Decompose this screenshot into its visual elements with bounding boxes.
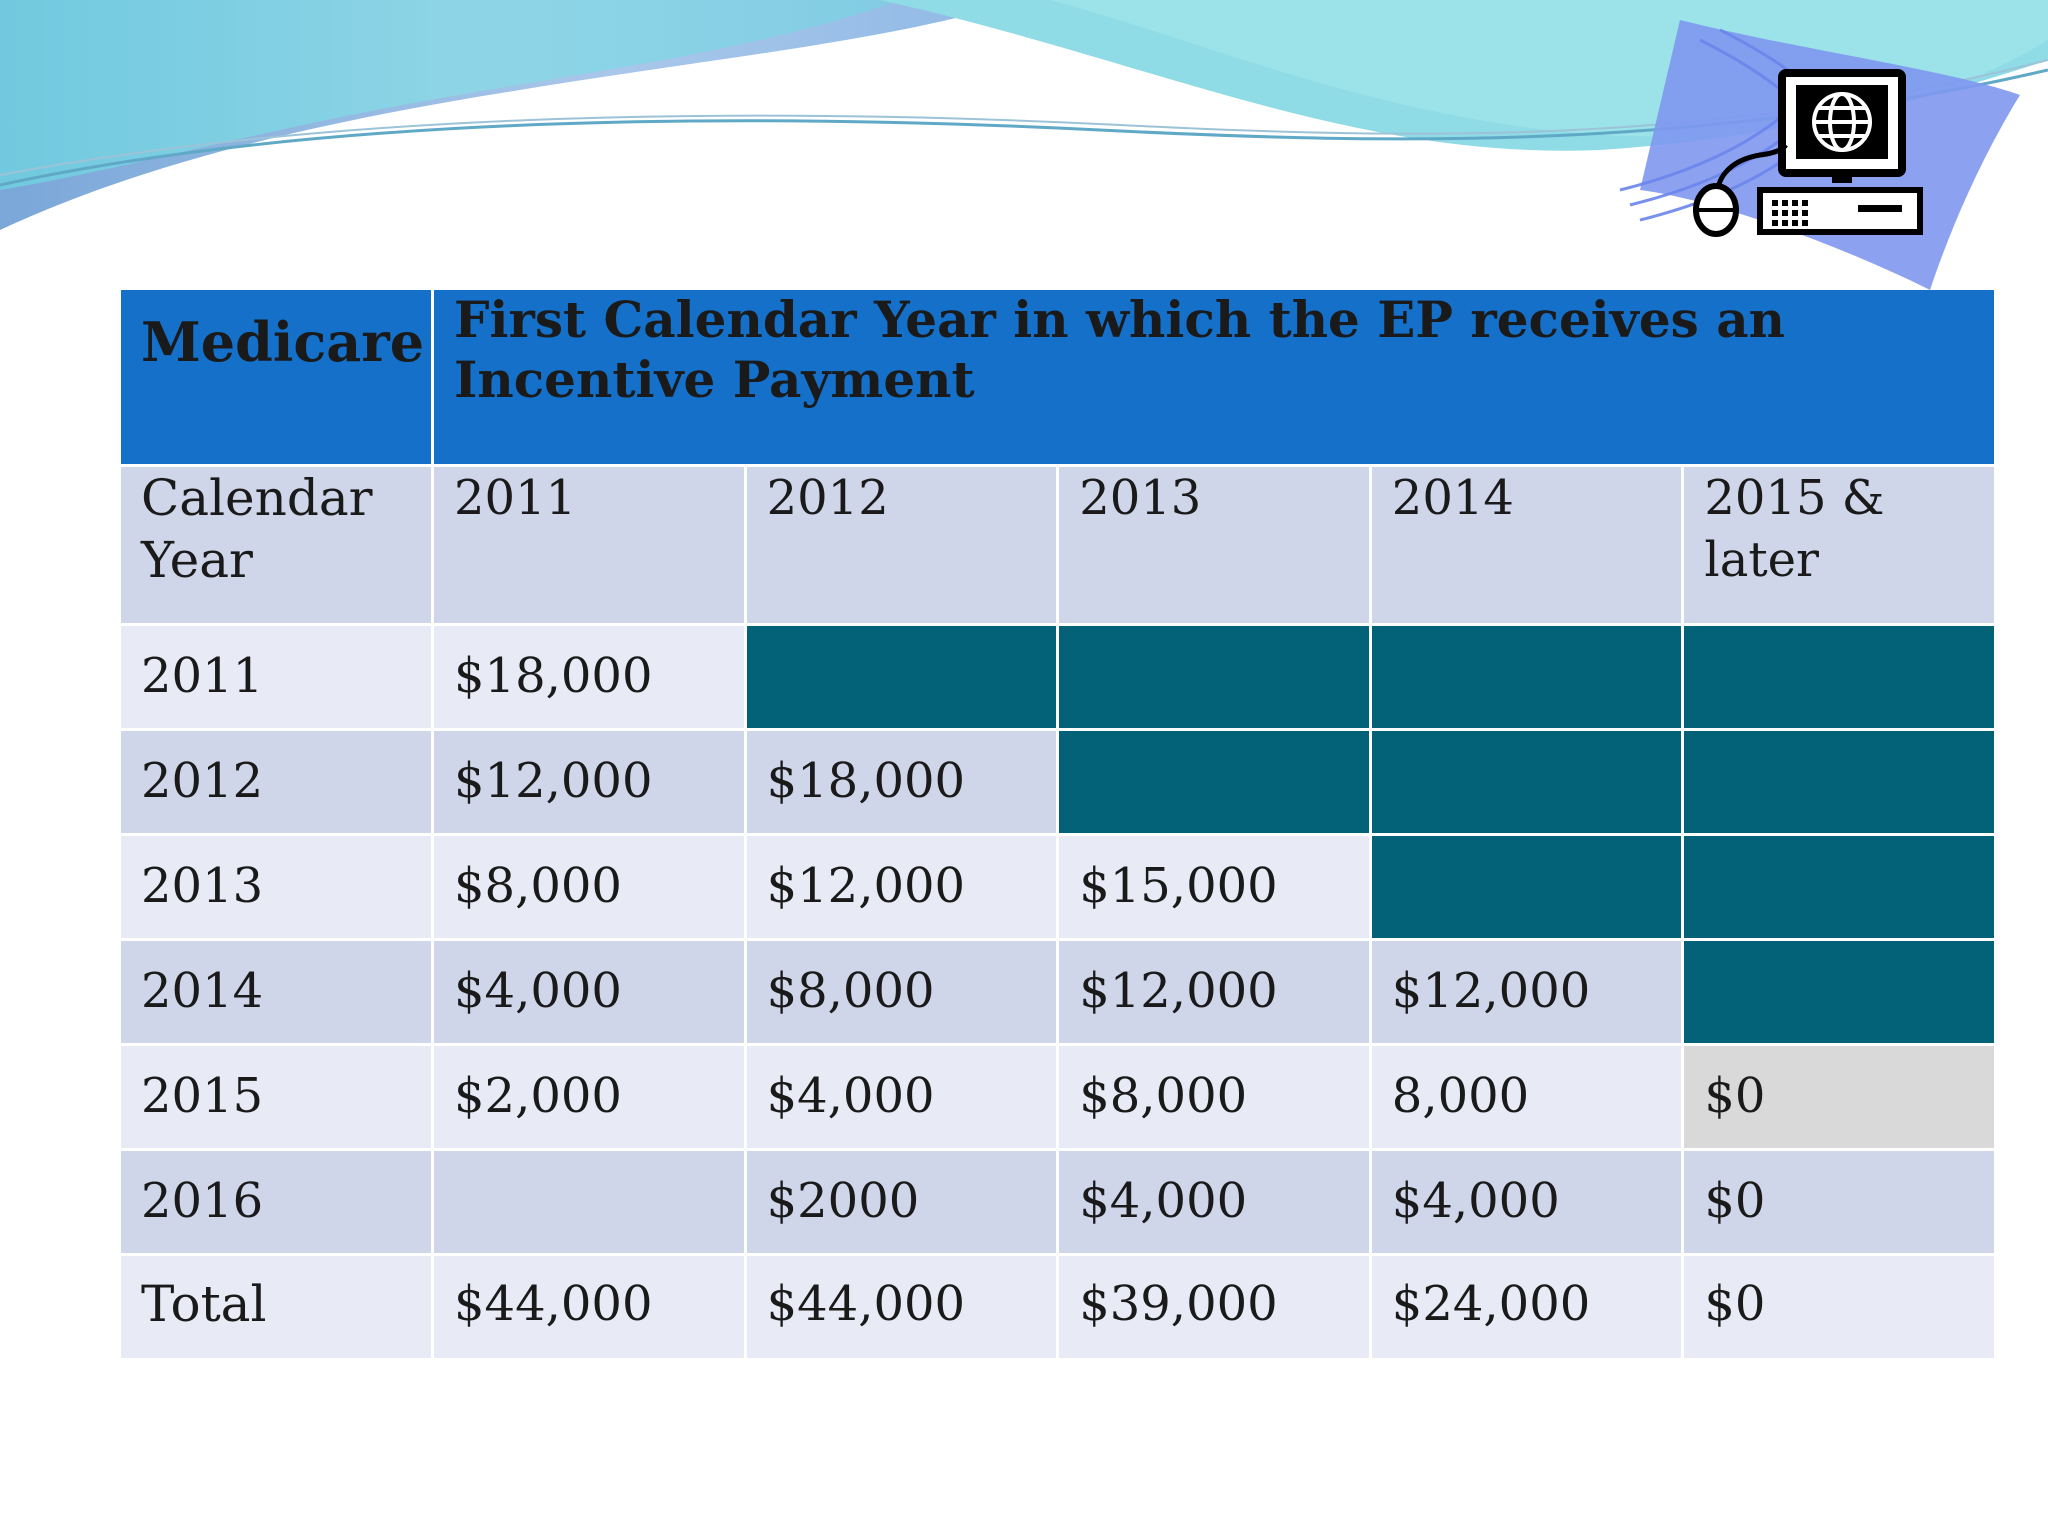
total-cell: $0 bbox=[1684, 1256, 1994, 1358]
total-cell: $39,000 bbox=[1059, 1256, 1369, 1358]
payment-cell: $4,000 bbox=[1371, 1151, 1682, 1253]
total-cell: $44,000 bbox=[746, 1256, 1057, 1358]
payment-cell: $12,000 bbox=[434, 731, 744, 833]
payment-cell: $2000 bbox=[746, 1151, 1057, 1253]
empty-teal-cell bbox=[1684, 731, 1994, 833]
payment-cell: $8,000 bbox=[746, 941, 1057, 1043]
empty-teal-cell bbox=[1371, 731, 1682, 833]
year-column-header: 2012 bbox=[746, 467, 1057, 623]
payment-cell: $8,000 bbox=[434, 836, 744, 938]
table-row: 2012 $12,000 $18,000 bbox=[121, 731, 1994, 833]
payment-cell: 8,000 bbox=[1371, 1046, 1682, 1148]
payment-cell: $15,000 bbox=[1059, 836, 1369, 938]
year-column-header: 2011 bbox=[434, 467, 744, 623]
payment-cell: $0 bbox=[1684, 1046, 1994, 1148]
incentive-payment-table: Medicare First Calendar Year in which th… bbox=[118, 287, 1997, 1361]
payment-cell: $0 bbox=[1684, 1151, 1994, 1253]
empty-teal-cell bbox=[1371, 836, 1682, 938]
calendar-year-row: Calendar Year 2011 2012 2013 2014 2015 &… bbox=[121, 467, 1994, 623]
total-cell: $44,000 bbox=[434, 1256, 744, 1358]
payment-cell: $4,000 bbox=[746, 1046, 1057, 1148]
row-year-label: 2016 bbox=[121, 1151, 431, 1253]
table-row: 2015 $2,000 $4,000 $8,000 8,000 $0 bbox=[121, 1046, 1994, 1148]
empty-teal-cell bbox=[1059, 731, 1369, 833]
year-column-header: 2013 bbox=[1059, 467, 1369, 623]
year-column-header: 2014 bbox=[1371, 467, 1682, 623]
row-year-label: 2013 bbox=[121, 836, 431, 938]
payment-cell: $12,000 bbox=[1059, 941, 1369, 1043]
payment-cell bbox=[434, 1151, 744, 1253]
payment-cell: $12,000 bbox=[746, 836, 1057, 938]
row-year-label: 2014 bbox=[121, 941, 431, 1043]
row-year-label: 2011 bbox=[121, 626, 431, 728]
empty-teal-cell bbox=[1684, 836, 1994, 938]
keyboard-icon bbox=[1757, 187, 1923, 235]
table-row: 2013 $8,000 $12,000 $15,000 bbox=[121, 836, 1994, 938]
table-row: 2016 $2000 $4,000 $4,000 $0 bbox=[121, 1151, 1994, 1253]
year-column-header: 2015 & later bbox=[1684, 467, 1994, 623]
total-cell: $24,000 bbox=[1371, 1256, 1682, 1358]
payment-cell: $4,000 bbox=[434, 941, 744, 1043]
empty-teal-cell bbox=[1684, 941, 1994, 1043]
payment-cell: $12,000 bbox=[1371, 941, 1682, 1043]
empty-teal-cell bbox=[1684, 626, 1994, 728]
globe-icon bbox=[1812, 92, 1872, 152]
payment-cell: $18,000 bbox=[434, 626, 744, 728]
mouse-icon bbox=[1693, 183, 1739, 237]
computer-icon bbox=[1693, 69, 1923, 237]
payment-cell: $4,000 bbox=[1059, 1151, 1369, 1253]
payment-cell: $18,000 bbox=[746, 731, 1057, 833]
row-year-label: 2015 bbox=[121, 1046, 431, 1148]
table-header-row: Medicare First Calendar Year in which th… bbox=[121, 290, 1994, 464]
row-year-label: 2012 bbox=[121, 731, 431, 833]
table-row: 2011 $18,000 bbox=[121, 626, 1994, 728]
incentive-payment-title: First Calendar Year in which the EP rece… bbox=[434, 290, 1994, 464]
total-label: Total bbox=[121, 1256, 431, 1358]
empty-teal-cell bbox=[746, 626, 1057, 728]
payment-cell: $2,000 bbox=[434, 1046, 744, 1148]
payment-cell: $8,000 bbox=[1059, 1046, 1369, 1148]
empty-teal-cell bbox=[1371, 626, 1682, 728]
medicare-header: Medicare bbox=[121, 290, 431, 464]
calendar-year-label: Calendar Year bbox=[121, 467, 431, 623]
total-row: Total $44,000 $44,000 $39,000 $24,000 $0 bbox=[121, 1256, 1994, 1358]
table-row: 2014 $4,000 $8,000 $12,000 $12,000 bbox=[121, 941, 1994, 1043]
empty-teal-cell bbox=[1059, 626, 1369, 728]
